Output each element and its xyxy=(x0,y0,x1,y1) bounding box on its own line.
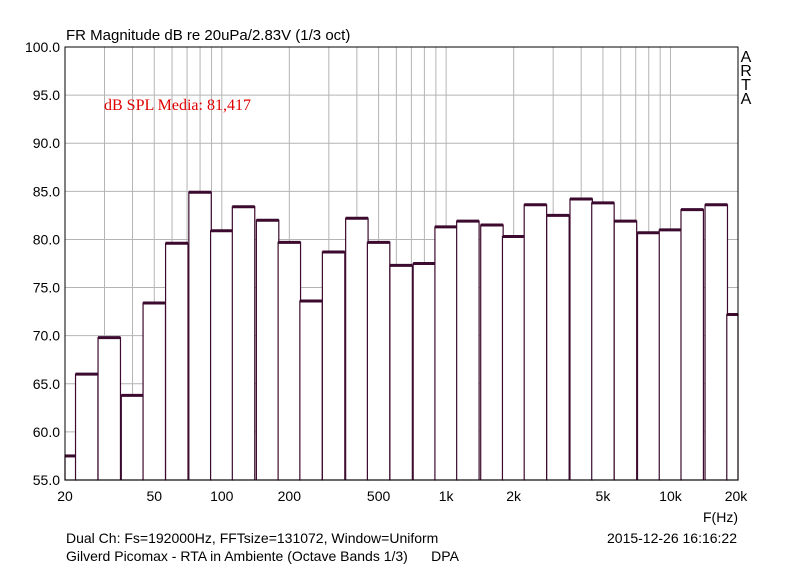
band-bar xyxy=(658,229,683,481)
band-bar xyxy=(569,198,594,481)
x-tick-label: 2k xyxy=(506,488,522,504)
logo-letter: A xyxy=(741,91,752,108)
band-bar xyxy=(389,264,413,481)
y-tick-label: 65.0 xyxy=(33,376,60,392)
x-tick-label: 20k xyxy=(725,488,749,504)
band-bar xyxy=(142,302,167,481)
band-bar xyxy=(501,235,526,481)
y-tick-label: 80.0 xyxy=(33,231,60,247)
x-tick-label: 20 xyxy=(57,488,73,504)
band-bar xyxy=(188,191,212,481)
band-bar xyxy=(209,230,234,481)
band-bar xyxy=(97,336,122,481)
x-axis-label: F(Hz) xyxy=(703,509,738,525)
band-bar xyxy=(120,394,145,481)
band-bar xyxy=(434,226,458,481)
band-bar xyxy=(299,300,323,481)
band-bar xyxy=(255,219,280,481)
measurement-settings: Dual Ch: Fs=192000Hz, FFTsize=131072, Wi… xyxy=(66,530,438,546)
y-tick-label: 55.0 xyxy=(33,472,60,488)
logo-letter: A xyxy=(741,49,752,66)
y-tick-label: 70.0 xyxy=(33,328,60,344)
band-bar xyxy=(704,204,729,481)
measurement-datetime: 2015-12-26 16:16:22 xyxy=(607,530,737,546)
x-tick-label: 200 xyxy=(278,488,302,504)
band-bar xyxy=(636,232,661,481)
band-bar xyxy=(277,241,302,481)
band-bar xyxy=(591,202,615,481)
y-tick-label: 85.0 xyxy=(33,183,60,199)
x-tick-label: 50 xyxy=(146,488,162,504)
band-bar xyxy=(613,220,638,481)
band-bar xyxy=(366,241,391,481)
band-bar xyxy=(231,206,256,481)
y-tick-label: 95.0 xyxy=(33,87,60,103)
y-tick-label: 90.0 xyxy=(33,135,60,151)
y-tick-label: 75.0 xyxy=(33,280,60,296)
y-tick-label: 60.0 xyxy=(33,424,60,440)
x-tick-label: 5k xyxy=(596,488,612,504)
measurement-description: Gilverd Picomax - RTA in Ambiente (Octav… xyxy=(66,548,460,564)
band-bar xyxy=(345,217,369,481)
band-bar xyxy=(726,313,739,481)
x-tick-label: 500 xyxy=(367,488,391,504)
band-bar xyxy=(412,262,437,481)
x-tick-label: 100 xyxy=(210,488,234,504)
band-bar xyxy=(680,209,705,481)
band-bar xyxy=(456,220,480,481)
band-bar xyxy=(64,455,77,481)
bar-series xyxy=(64,190,739,481)
band-bar xyxy=(74,373,99,481)
x-axis-ticks: 20 50 100 200 500 1k 2k 5k 10k 20k xyxy=(57,488,748,504)
x-tick-label: 1k xyxy=(439,488,455,504)
plot-frame xyxy=(64,46,739,481)
logo-letter: T xyxy=(741,77,751,94)
chart-title: FR Magnitude dB re 20uPa/2.83V (1/3 oct) xyxy=(66,27,350,44)
band-bar xyxy=(480,224,504,481)
y-tick-label: 100.0 xyxy=(25,39,60,55)
band-bar xyxy=(546,214,570,481)
x-tick-label: 10k xyxy=(659,488,683,504)
band-bar xyxy=(523,204,548,481)
logo-letter: R xyxy=(740,63,752,80)
band-bar xyxy=(321,251,346,481)
y-axis-ticks: 100.0 95.0 90.0 85.0 80.0 75.0 70.0 65.0 60.0 55.… xyxy=(25,39,60,488)
band-bar xyxy=(164,242,189,481)
average-spl-annotation: dB SPL Media: 81,417 xyxy=(104,97,251,114)
